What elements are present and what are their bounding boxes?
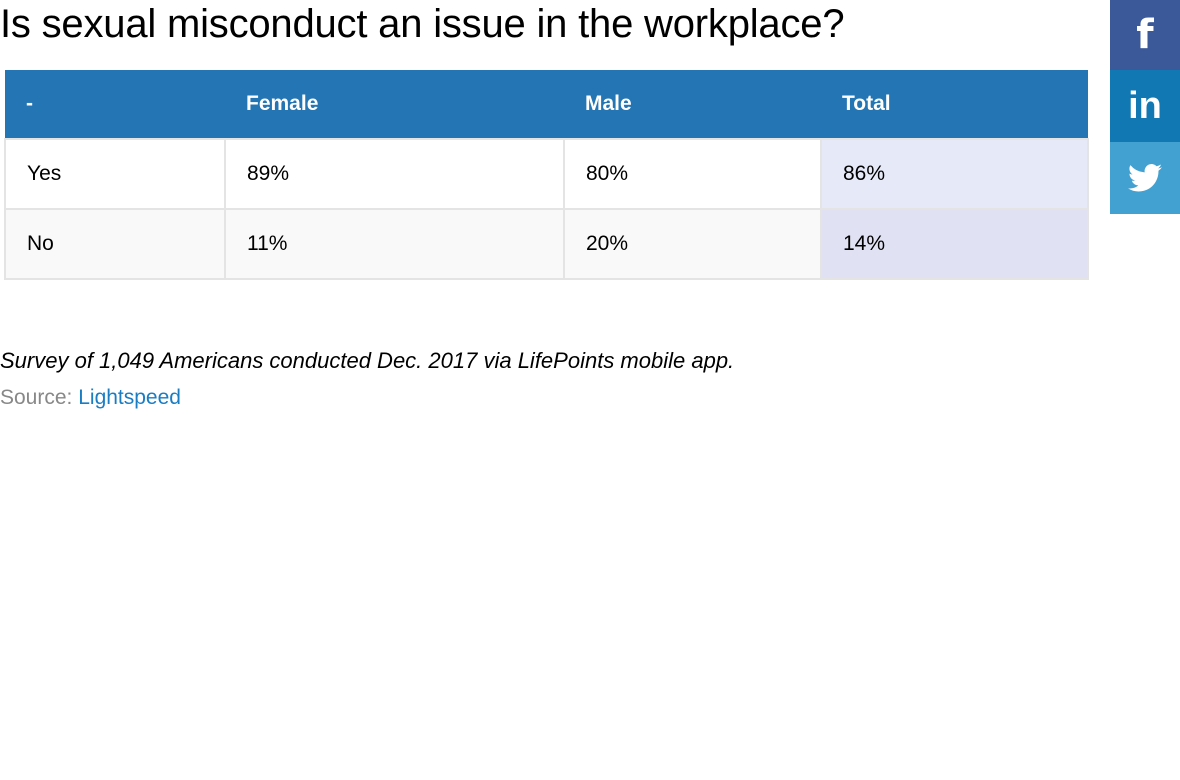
table-row: No 11% 20% 14%	[4, 208, 1089, 280]
source-link[interactable]: Lightspeed	[78, 386, 181, 409]
table-cell: 20%	[563, 208, 822, 280]
source-label: Source:	[0, 386, 73, 409]
table-cell: 11%	[224, 208, 565, 280]
page-title: Is sexual misconduct an issue in the wor…	[0, 2, 845, 46]
header-cell: Male	[564, 70, 821, 139]
table-cell: 86%	[820, 138, 1089, 210]
table-header-row: - Female Male Total	[5, 70, 1088, 139]
twitter-icon	[1128, 164, 1162, 192]
table-cell: 80%	[563, 138, 822, 210]
table-cell: Yes	[4, 138, 226, 210]
table-row: Yes 89% 80% 86%	[4, 138, 1089, 210]
header-cell: Female	[225, 70, 564, 139]
twitter-share-button[interactable]	[1110, 142, 1180, 214]
facebook-share-button[interactable]: f	[1110, 0, 1180, 70]
survey-note: Survey of 1,049 Americans conducted Dec.…	[0, 348, 735, 373]
source-line: Source: Lightspeed	[0, 386, 181, 410]
linkedin-share-button[interactable]: in	[1110, 70, 1180, 142]
facebook-icon: f	[1136, 12, 1154, 58]
table-cell: No	[4, 208, 226, 280]
header-cell: Total	[821, 70, 1088, 139]
table-cell: 89%	[224, 138, 565, 210]
table-cell: 14%	[820, 208, 1089, 280]
data-table: - Female Male Total Yes 89% 80% 86% No 1…	[4, 70, 1089, 280]
header-cell: -	[5, 70, 225, 139]
linkedin-icon: in	[1128, 84, 1162, 127]
